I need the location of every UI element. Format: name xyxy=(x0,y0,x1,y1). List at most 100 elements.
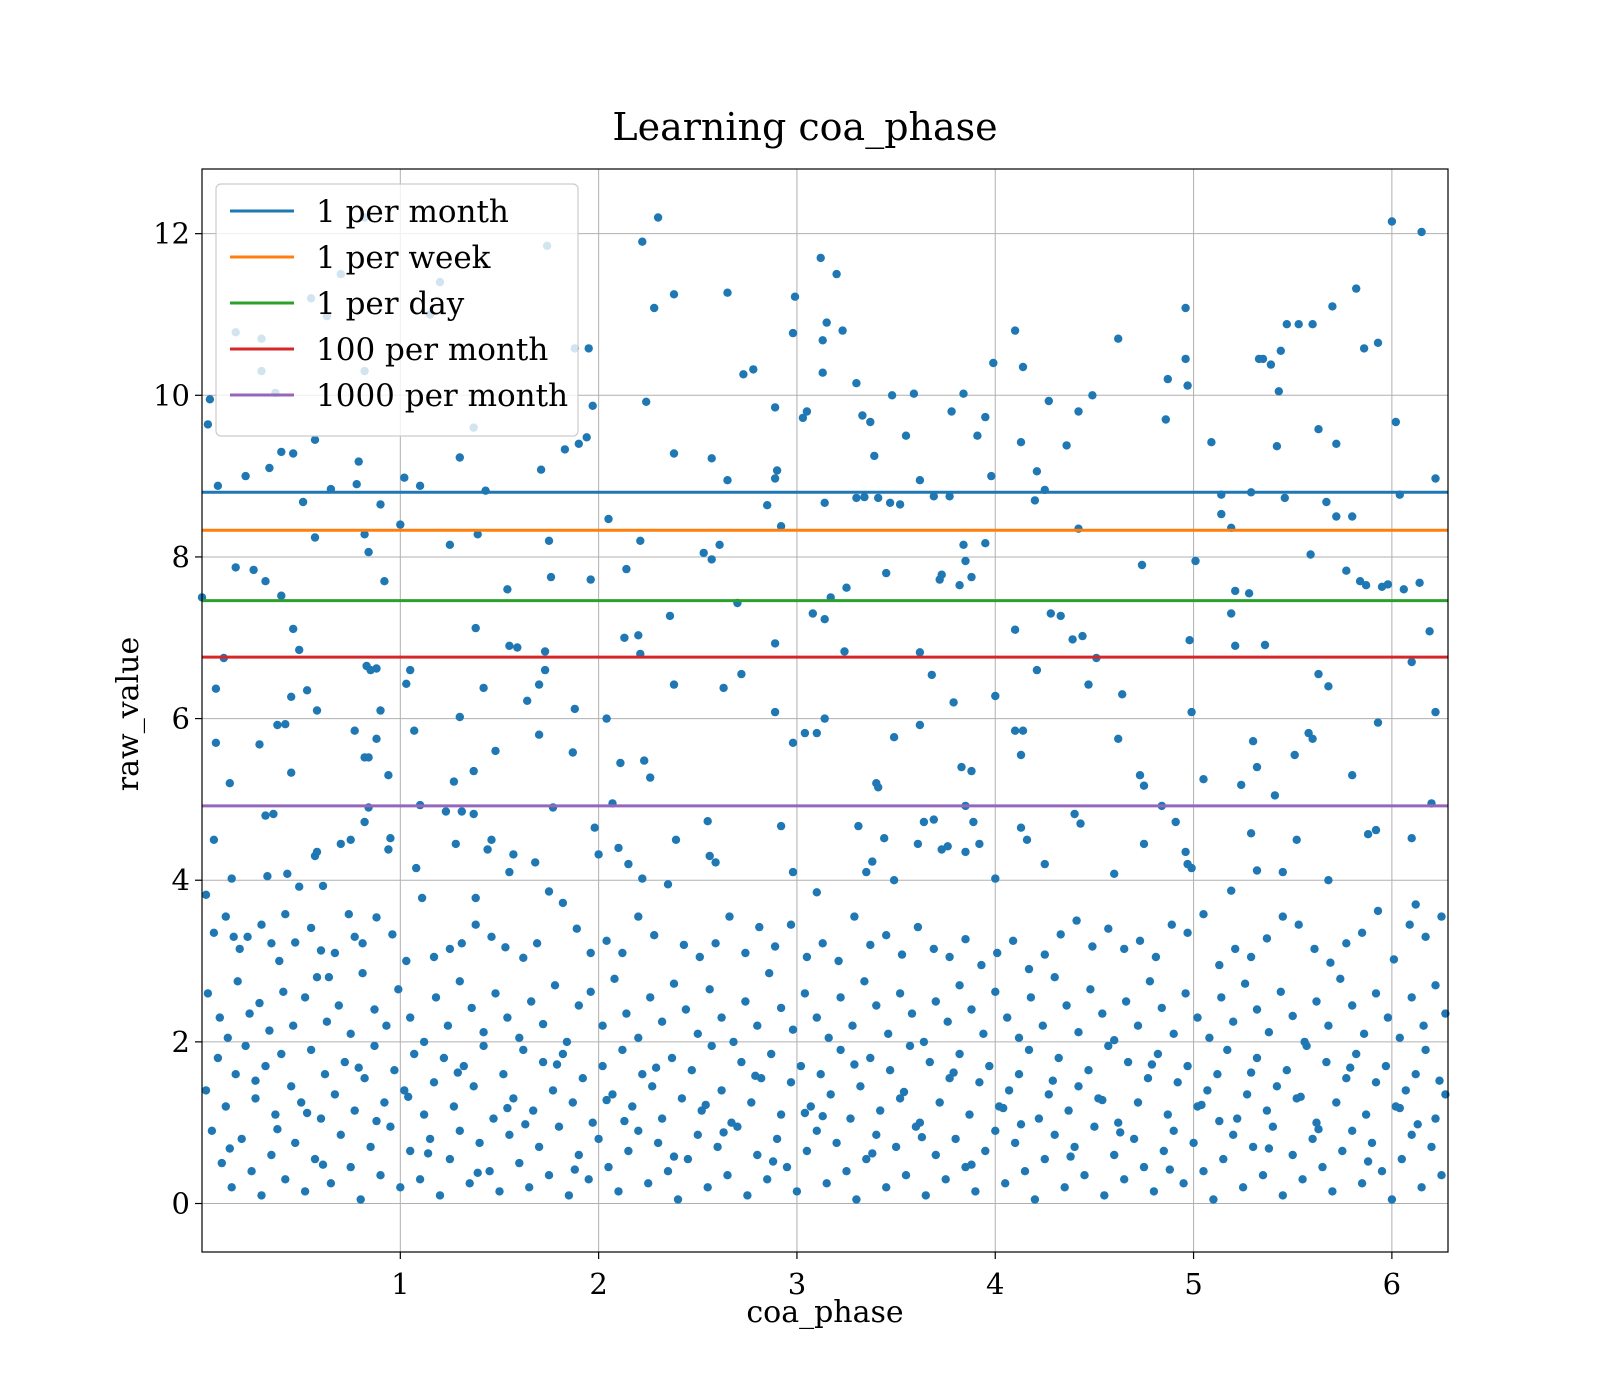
data-point xyxy=(913,839,923,849)
data-point xyxy=(273,720,282,730)
data-point xyxy=(999,1103,1008,1113)
data-point xyxy=(1110,1150,1119,1160)
data-point xyxy=(241,471,250,481)
data-point xyxy=(812,1126,821,1136)
data-point xyxy=(856,1082,865,1091)
data-point xyxy=(277,447,286,457)
data-point xyxy=(1387,217,1397,226)
data-point xyxy=(919,1037,929,1047)
data-point xyxy=(669,449,679,458)
data-point xyxy=(1074,1082,1083,1091)
data-point xyxy=(1258,1171,1268,1180)
data-point xyxy=(277,1049,286,1059)
data-point xyxy=(1060,1183,1069,1192)
data-point xyxy=(1229,1130,1238,1140)
data-point xyxy=(741,997,750,1006)
data-point xyxy=(1088,942,1097,951)
data-point xyxy=(1314,669,1323,679)
data-point xyxy=(471,920,480,929)
data-point xyxy=(711,939,720,948)
data-point xyxy=(354,457,363,466)
data-point xyxy=(1276,987,1286,996)
data-point xyxy=(211,684,221,693)
data-point xyxy=(310,435,320,444)
data-point xyxy=(509,1094,518,1103)
data-point xyxy=(608,1090,617,1099)
data-point xyxy=(544,1171,554,1180)
data-point xyxy=(227,874,236,883)
data-point xyxy=(860,977,869,986)
data-point xyxy=(479,1028,488,1037)
data-point xyxy=(491,746,500,756)
data-point xyxy=(723,288,732,297)
data-point xyxy=(568,748,577,757)
data-point xyxy=(519,1045,528,1055)
y-tick-label: 12 xyxy=(153,217,190,251)
data-point xyxy=(768,1157,778,1166)
data-point xyxy=(790,292,800,301)
data-point xyxy=(1373,338,1383,347)
data-point xyxy=(544,887,554,896)
data-point xyxy=(1399,585,1409,594)
data-point xyxy=(1328,302,1337,311)
data-point xyxy=(513,643,522,652)
data-point xyxy=(1227,609,1236,618)
data-point xyxy=(943,842,952,851)
data-point xyxy=(515,1158,524,1168)
data-point xyxy=(870,451,879,461)
data-point xyxy=(1030,1195,1040,1204)
data-point xyxy=(386,834,395,843)
data-point xyxy=(622,564,631,574)
data-point xyxy=(300,993,310,1002)
data-point xyxy=(1086,985,1095,994)
data-point xyxy=(937,570,946,579)
data-point xyxy=(310,1154,320,1164)
data-point xyxy=(531,858,540,867)
data-point xyxy=(560,445,570,454)
data-point xyxy=(880,834,889,843)
data-point xyxy=(915,648,925,657)
data-point xyxy=(1135,936,1145,945)
data-point xyxy=(770,942,780,951)
data-point xyxy=(991,874,1000,883)
data-point xyxy=(1332,1098,1341,1107)
data-point xyxy=(237,1134,246,1144)
data-point xyxy=(1355,577,1365,586)
y-tick-label: 2 xyxy=(172,1025,190,1059)
data-point xyxy=(582,433,591,442)
data-point xyxy=(1346,1063,1355,1072)
data-point xyxy=(947,407,956,416)
data-point xyxy=(1048,1076,1058,1085)
x-tick-label: 2 xyxy=(589,1267,607,1301)
data-point xyxy=(683,1154,693,1164)
data-point xyxy=(465,1179,474,1188)
data-point xyxy=(265,463,274,473)
data-point xyxy=(225,1144,234,1153)
data-point xyxy=(1278,867,1288,877)
data-point xyxy=(820,714,829,723)
y-axis-ticks: 0 2 4 6 8 10 12 xyxy=(153,217,202,1221)
data-point xyxy=(1276,346,1286,355)
data-point xyxy=(322,1017,332,1026)
data-point xyxy=(540,647,550,656)
data-point xyxy=(1314,1125,1323,1134)
data-point xyxy=(505,641,514,650)
data-point xyxy=(586,987,595,996)
data-point xyxy=(302,686,312,695)
data-point xyxy=(705,985,714,994)
data-point xyxy=(743,1191,752,1200)
data-point xyxy=(624,1146,633,1156)
data-point xyxy=(487,932,496,941)
data-point xyxy=(534,1142,544,1152)
data-point xyxy=(431,993,441,1002)
data-point xyxy=(776,821,786,831)
data-point xyxy=(618,1045,627,1055)
data-point xyxy=(1016,438,1026,447)
data-point xyxy=(1288,1011,1297,1021)
data-point xyxy=(767,1049,776,1059)
data-point xyxy=(834,956,843,966)
data-point xyxy=(1246,829,1256,838)
data-point xyxy=(776,522,786,531)
data-point xyxy=(1262,1106,1272,1115)
data-point xyxy=(1248,737,1258,746)
